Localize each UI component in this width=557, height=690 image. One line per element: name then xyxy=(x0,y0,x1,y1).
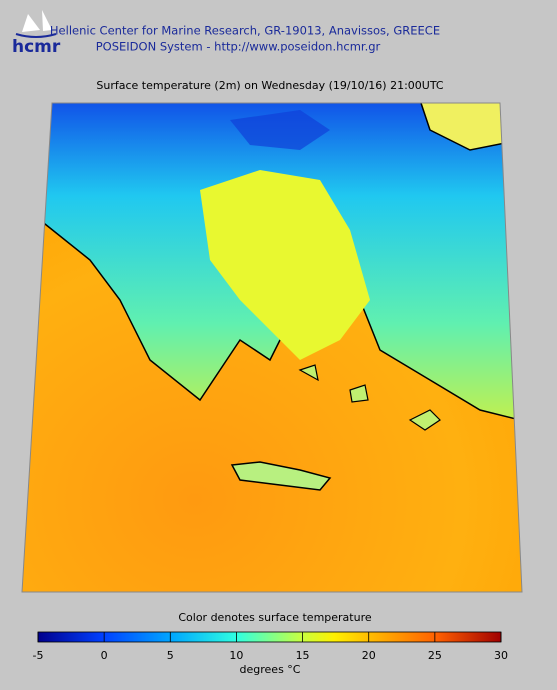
colorbar-tick-label: 30 xyxy=(494,649,508,662)
colorbar-title: Color denotes surface temperature xyxy=(178,611,372,624)
colorbar-tick-label: 25 xyxy=(428,649,442,662)
colorbar-tick-label: 0 xyxy=(101,649,108,662)
colorbar-tick-label: -5 xyxy=(33,649,44,662)
colorbar-tick-label: 5 xyxy=(167,649,174,662)
colorbar-tick-label: 15 xyxy=(296,649,310,662)
map-frame xyxy=(21,102,523,593)
header-line: Hellenic Center for Marine Research, GR-… xyxy=(50,24,440,38)
header-line: POSEIDON System - http://www.poseidon.hc… xyxy=(96,40,381,54)
colorbar xyxy=(37,631,502,643)
colorbar-label: degrees °C xyxy=(240,663,301,676)
logo: hcmr xyxy=(12,10,61,57)
colorbar-tick-label: 20 xyxy=(362,649,376,662)
logo-text: hcmr xyxy=(12,37,61,57)
map-title: Surface temperature (2m) on Wednesday (1… xyxy=(96,79,444,92)
map xyxy=(22,103,522,592)
colorbar-tick-label: 10 xyxy=(229,649,243,662)
